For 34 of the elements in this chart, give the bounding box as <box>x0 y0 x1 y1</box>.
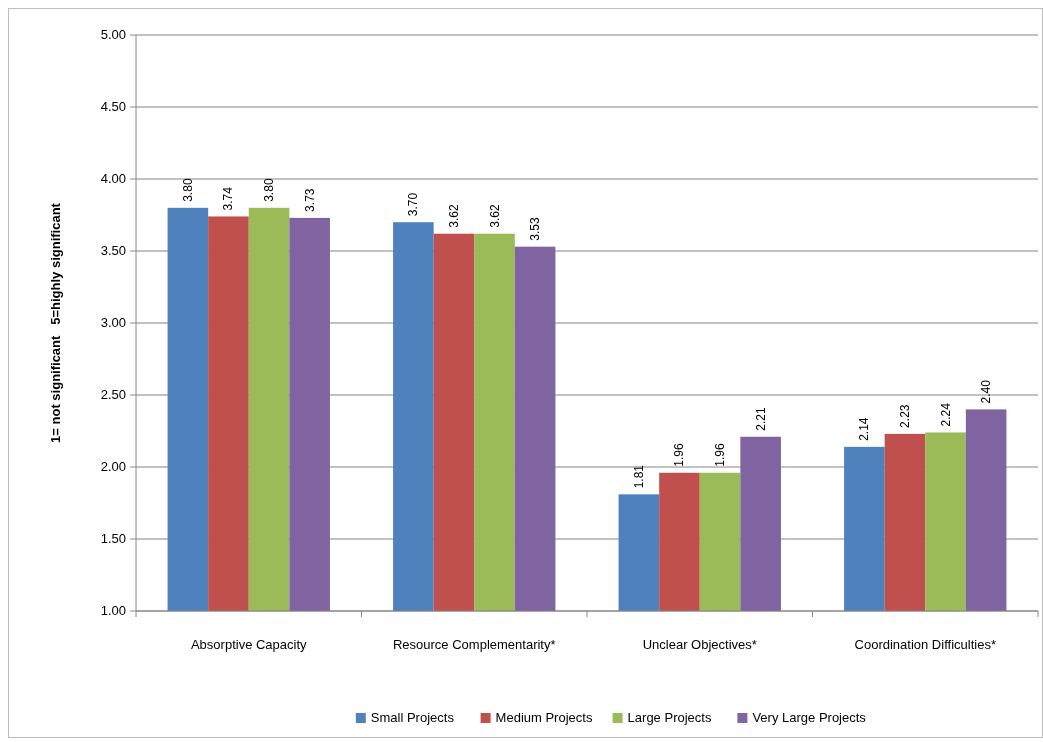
data-label: 3.73 <box>302 188 317 212</box>
data-label: 3.80 <box>180 178 195 202</box>
legend-label: Very Large Projects <box>752 710 867 725</box>
x-tick-label: Unclear Objectives* <box>642 637 757 652</box>
y-tick-label: 1.50 <box>100 531 126 546</box>
y-tick-label: 5.00 <box>100 27 126 42</box>
data-label: 3.80 <box>262 178 277 202</box>
legend-label: Large Projects <box>627 710 712 725</box>
data-label: 2.21 <box>753 407 768 431</box>
data-label: 3.70 <box>406 192 421 217</box>
y-tick-label: 1.00 <box>100 603 126 618</box>
y-tick-label: 4.00 <box>100 171 126 186</box>
data-label: 1.96 <box>672 443 687 467</box>
x-tick-label: Coordination Difficulties* <box>854 637 996 652</box>
y-tick-label: 3.00 <box>100 315 126 330</box>
data-label: 2.23 <box>897 404 912 428</box>
data-label: 3.62 <box>487 204 502 228</box>
y-tick-label: 2.00 <box>100 459 126 474</box>
data-label: 2.40 <box>979 379 994 404</box>
x-tick-label: Resource Complementarity* <box>392 637 556 652</box>
legend-label: Medium Projects <box>495 710 593 725</box>
data-label: 3.74 <box>221 186 236 211</box>
data-label: 1.81 <box>631 464 646 489</box>
legend-label: Small Projects <box>370 710 455 725</box>
x-tick-label: Absorptive Capacity <box>190 637 308 652</box>
data-label: 1.96 <box>713 443 728 467</box>
data-label: 2.14 <box>857 417 872 441</box>
data-label: 3.62 <box>446 204 461 228</box>
data-label: 2.24 <box>938 402 953 427</box>
y-tick-label: 3.50 <box>100 243 126 258</box>
data-label: 3.53 <box>528 217 543 241</box>
y-tick-label: 2.50 <box>100 387 126 402</box>
y-tick-label: 4.50 <box>100 99 126 114</box>
y-axis-title: 1= not significant 5=highly significant <box>48 202 63 443</box>
